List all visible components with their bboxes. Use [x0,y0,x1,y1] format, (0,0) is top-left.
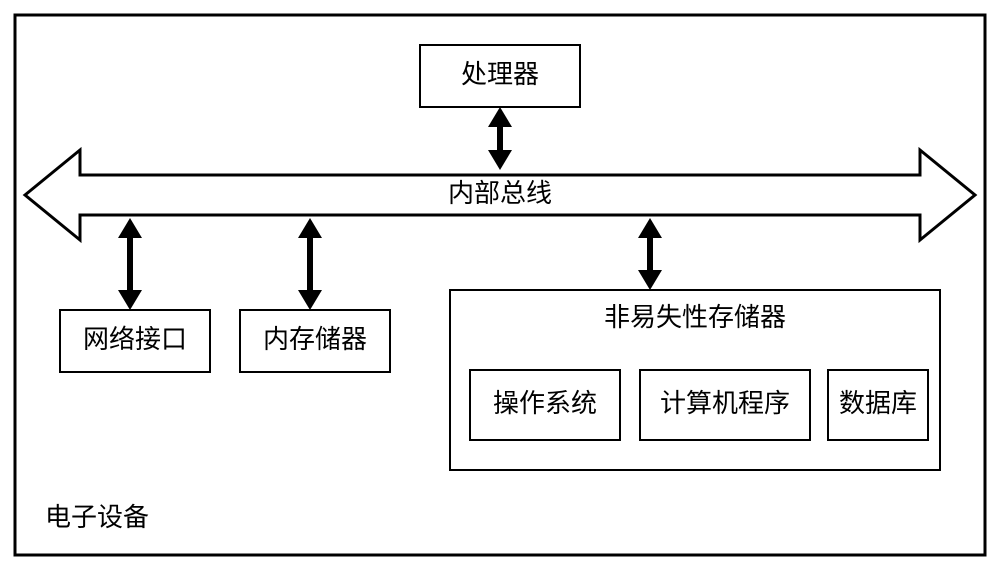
node-label-net_if: 网络接口 [83,325,187,354]
node-label-int_storage: 内存储器 [263,325,367,354]
node-label-nv_storage: 非易失性存储器 [604,303,786,332]
node-label-os: 操作系统 [493,389,597,418]
node-label-program: 计算机程序 [660,389,790,418]
internal-bus-label: 内部总线 [448,179,552,208]
node-label-database: 数据库 [839,389,917,418]
caption-label: 电子设备 [45,503,149,532]
node-label-processor: 处理器 [461,60,539,89]
